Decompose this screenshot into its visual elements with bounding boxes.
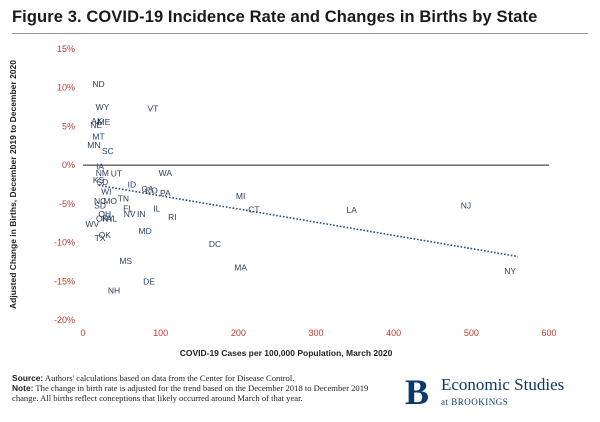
point-nc: NC <box>94 196 106 206</box>
y-tick-label: 10% <box>57 83 75 93</box>
point-ny: NY <box>504 266 516 276</box>
point-sd: SD <box>97 177 109 187</box>
point-ut: UT <box>111 169 122 179</box>
logo-subtitle: at BROOKINGS <box>441 397 509 407</box>
point-ri: RI <box>168 212 177 222</box>
x-axis-ticks: 0 100 200 300 400 500 600 <box>80 328 556 338</box>
point-ak: AK <box>91 116 103 126</box>
point-tn: TN <box>118 193 129 203</box>
figure-title: Figure 3. COVID-19 Incidence Rate and Ch… <box>12 8 538 26</box>
scatter-chart: 15% 10% 5% 0% -5% -10% -15% -20% 0 100 200 300 400 5… <box>8 44 557 358</box>
y-tick-label: -5% <box>59 199 75 209</box>
point-md: MD <box>139 226 152 236</box>
title-divider <box>12 33 588 34</box>
point-co: CO <box>145 186 158 196</box>
point-vt: VT <box>147 104 158 114</box>
note-line: Note: The change in birth rate is adjust… <box>12 383 392 403</box>
point-in: IN <box>137 209 146 219</box>
trendline <box>98 184 519 258</box>
y-tick-label: -15% <box>54 276 75 286</box>
point-ok: OK <box>99 230 112 240</box>
point-ks: KS <box>93 175 105 185</box>
point-ia: IA <box>96 162 104 172</box>
point-de: DE <box>143 276 155 286</box>
x-tick-label: 500 <box>464 328 479 338</box>
point-nm: NM <box>96 168 109 178</box>
point-ky: KY <box>102 214 114 224</box>
point-mt: MT <box>92 131 104 141</box>
source-label: Source: <box>12 373 44 383</box>
point-pa: PA <box>160 188 171 198</box>
point-nj: NJ <box>461 200 471 210</box>
point-me: ME <box>98 117 111 127</box>
point-id: ID <box>128 180 137 190</box>
point-wi: WI <box>101 186 111 196</box>
point-wa: WA <box>159 168 173 178</box>
point-fl: FL <box>123 204 133 214</box>
y-tick-label: -10% <box>54 238 75 248</box>
point-sc: SC <box>102 146 114 156</box>
y-tick-label: -20% <box>54 315 75 325</box>
y-tick-label: 5% <box>62 121 75 131</box>
logo-name: Economic Studies <box>441 375 565 394</box>
point-ma: MA <box>234 262 247 272</box>
x-axis-title: COVID-19 Cases per 100,000 Population, M… <box>180 348 393 358</box>
point-oh: OH <box>98 209 111 219</box>
point-il: IL <box>153 204 160 214</box>
note-label: Note: <box>12 383 34 393</box>
point-la: LA <box>347 205 358 215</box>
point-wv: WV <box>85 219 99 229</box>
point-al: AL <box>107 214 118 224</box>
source-line: Source: Authors' calculations based on d… <box>12 373 392 383</box>
y-tick-label: 15% <box>57 44 75 54</box>
x-tick-label: 400 <box>386 328 401 338</box>
point-sd: SD <box>94 200 106 210</box>
point-mi: MI <box>236 191 245 201</box>
point-ne: NE <box>90 120 102 130</box>
x-tick-label: 300 <box>308 328 323 338</box>
point-or: OR <box>96 214 109 224</box>
point-nh: NH <box>108 286 120 296</box>
point-mo: MO <box>103 196 117 206</box>
y-axis-ticks: 15% 10% 5% 0% -5% -10% -15% -20% <box>54 44 75 325</box>
source-text: Authors' calculations based on data from… <box>43 373 295 383</box>
brookings-logo: B Economic Studies at BROOKINGS <box>405 374 595 414</box>
point-ms: MS <box>119 256 132 266</box>
point-mn: MN <box>87 140 100 150</box>
point-ga: GA <box>141 184 154 194</box>
x-tick-label: 100 <box>153 328 168 338</box>
x-tick-label: 600 <box>541 328 556 338</box>
y-tick-label: 0% <box>62 160 75 170</box>
y-axis-title: Adjusted Change in Births, December 2019… <box>8 60 18 309</box>
source-notes: Source: Authors' calculations based on d… <box>12 373 392 403</box>
point-tx: TX <box>95 233 106 243</box>
x-tick-label: 0 <box>80 328 85 338</box>
point-ct: CT <box>248 204 259 214</box>
point-nd: ND <box>92 79 104 89</box>
note-text: The change in birth rate is adjusted for… <box>12 383 369 403</box>
logo-letter: B <box>405 372 430 412</box>
point-wy: WY <box>96 102 110 112</box>
x-tick-label: 200 <box>231 328 246 338</box>
point-nv: NV <box>124 209 136 219</box>
point-dc: DC <box>209 239 221 249</box>
